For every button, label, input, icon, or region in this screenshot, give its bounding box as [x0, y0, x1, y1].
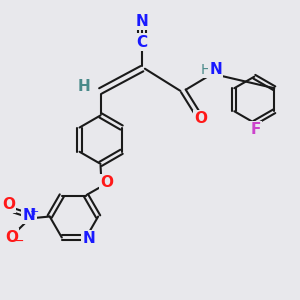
- Text: +: +: [30, 207, 39, 217]
- Text: O: O: [5, 230, 18, 245]
- Text: O: O: [100, 175, 113, 190]
- Text: N: N: [209, 62, 222, 77]
- Text: −: −: [14, 235, 24, 248]
- Text: N: N: [82, 232, 95, 247]
- Text: H: H: [78, 79, 91, 94]
- Text: F: F: [250, 122, 261, 137]
- Text: O: O: [2, 197, 15, 212]
- Text: H: H: [200, 63, 211, 77]
- Text: N: N: [22, 208, 35, 223]
- Text: C: C: [136, 34, 148, 50]
- Text: O: O: [195, 112, 208, 127]
- Text: N: N: [136, 14, 148, 29]
